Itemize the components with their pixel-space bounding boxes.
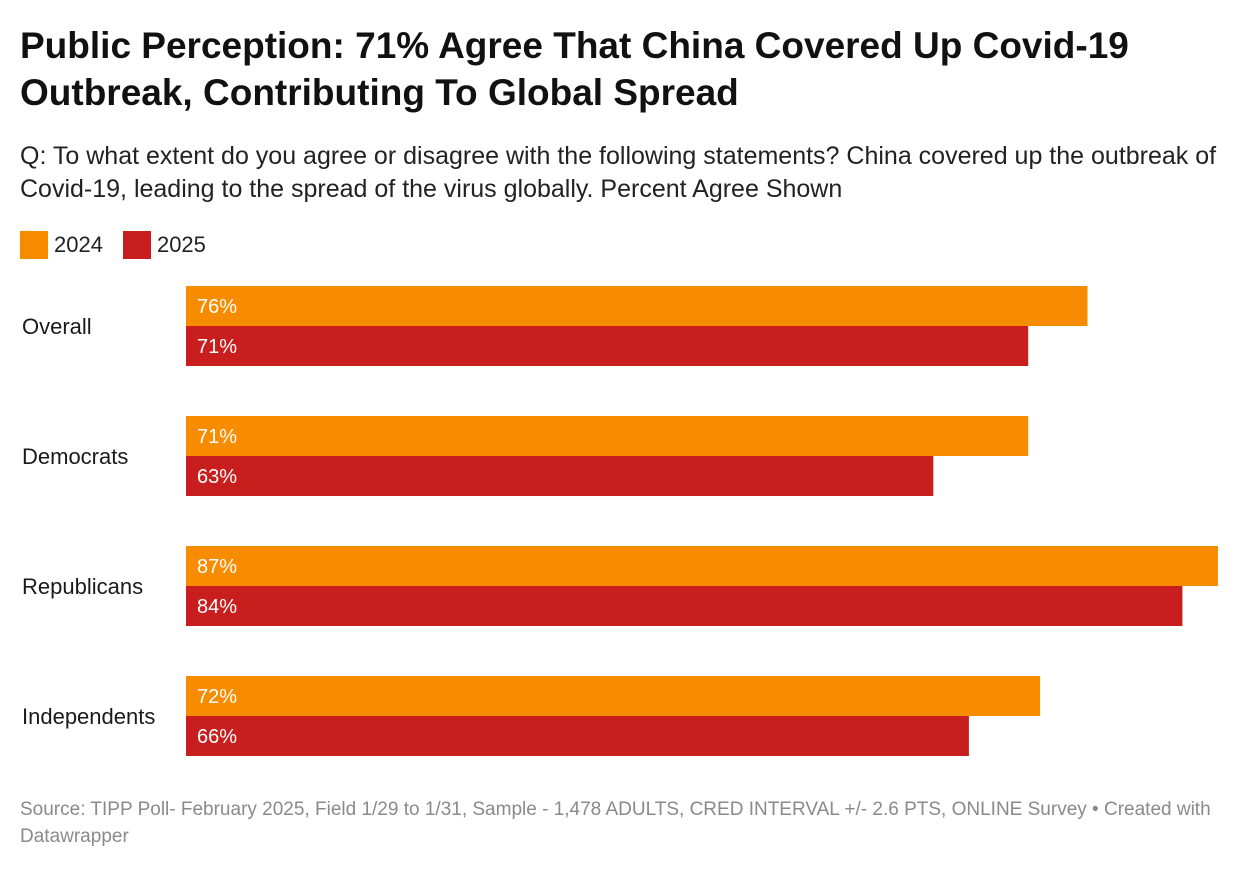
category-label-overall: Overall xyxy=(22,314,92,339)
bar-group-overall: Overall 76% 71% xyxy=(22,286,1088,366)
bar-democrats-2024 xyxy=(186,416,1029,456)
legend-item-2024: 2024 xyxy=(20,231,103,259)
bar-democrats-2025 xyxy=(186,456,934,496)
bar-group-democrats: Democrats 71% 63% xyxy=(22,416,1029,496)
data-label-republicans-2024: 87% xyxy=(197,556,237,578)
chart-subtitle: Q: To what extent do you agree or disagr… xyxy=(20,142,1217,203)
footer: Source: TIPP Poll- February 2025, Field … xyxy=(20,796,1220,850)
data-label-independents-2024: 72% xyxy=(197,686,237,708)
bar-independents-2024 xyxy=(186,676,1041,716)
bar-republicans-2025 xyxy=(186,586,1183,626)
legend-item-2025: 2025 xyxy=(122,231,206,259)
bar-group-republicans: Republicans 87% 84% xyxy=(22,546,1218,626)
legend-label-2024: 2024 xyxy=(54,232,103,257)
data-label-republicans-2025: 84% xyxy=(197,596,237,618)
bar-independents-2025 xyxy=(186,716,969,756)
bar-group-independents: Independents 72% 66% xyxy=(22,676,1041,756)
data-label-independents-2025: 66% xyxy=(197,726,237,748)
source-note: Source: TIPP Poll- February 2025, Field … xyxy=(20,799,1087,820)
category-label-republicans: Republicans xyxy=(22,574,143,599)
data-label-democrats-2024: 71% xyxy=(197,426,237,448)
category-label-independents: Independents xyxy=(22,704,155,729)
bar-overall-2025 xyxy=(186,326,1029,366)
category-label-democrats: Democrats xyxy=(22,444,128,469)
legend: 2024 2025 xyxy=(20,231,226,259)
legend-swatch-2025 xyxy=(122,231,151,259)
data-label-overall-2024: 76% xyxy=(197,296,237,318)
footer-separator: • xyxy=(1086,799,1104,820)
legend-label-2025: 2025 xyxy=(156,232,206,257)
legend-swatch-2024 xyxy=(20,231,48,259)
chart-title: Public Perception: 71% Agree That China … xyxy=(20,25,1129,113)
data-label-overall-2025: 71% xyxy=(197,336,237,358)
bar-republicans-2024 xyxy=(186,546,1218,586)
bar-overall-2024 xyxy=(186,286,1088,326)
data-label-democrats-2025: 63% xyxy=(197,466,237,488)
datawrapper-credit: Created with Datawrapper xyxy=(20,799,1211,847)
